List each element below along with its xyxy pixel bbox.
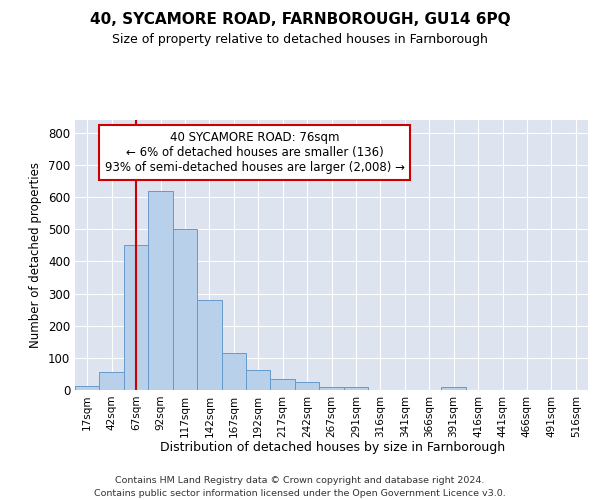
Text: Distribution of detached houses by size in Farnborough: Distribution of detached houses by size … <box>160 441 506 454</box>
Bar <box>100 372 124 390</box>
Text: Contains HM Land Registry data © Crown copyright and database right 2024.: Contains HM Land Registry data © Crown c… <box>115 476 485 485</box>
Bar <box>344 388 368 390</box>
Text: Contains public sector information licensed under the Open Government Licence v3: Contains public sector information licen… <box>94 489 506 498</box>
Bar <box>319 387 344 390</box>
Bar <box>221 353 246 390</box>
Bar <box>173 230 197 390</box>
Bar <box>442 388 466 390</box>
Y-axis label: Number of detached properties: Number of detached properties <box>29 162 43 348</box>
Bar <box>148 190 173 390</box>
Text: Size of property relative to detached houses in Farnborough: Size of property relative to detached ho… <box>112 32 488 46</box>
Bar <box>246 370 271 390</box>
Bar <box>295 382 319 390</box>
Text: 40, SYCAMORE ROAD, FARNBOROUGH, GU14 6PQ: 40, SYCAMORE ROAD, FARNBOROUGH, GU14 6PQ <box>89 12 511 28</box>
Bar <box>197 300 221 390</box>
Bar <box>124 246 148 390</box>
Text: 40 SYCAMORE ROAD: 76sqm
← 6% of detached houses are smaller (136)
93% of semi-de: 40 SYCAMORE ROAD: 76sqm ← 6% of detached… <box>104 131 404 174</box>
Bar <box>271 379 295 390</box>
Bar <box>75 386 100 390</box>
